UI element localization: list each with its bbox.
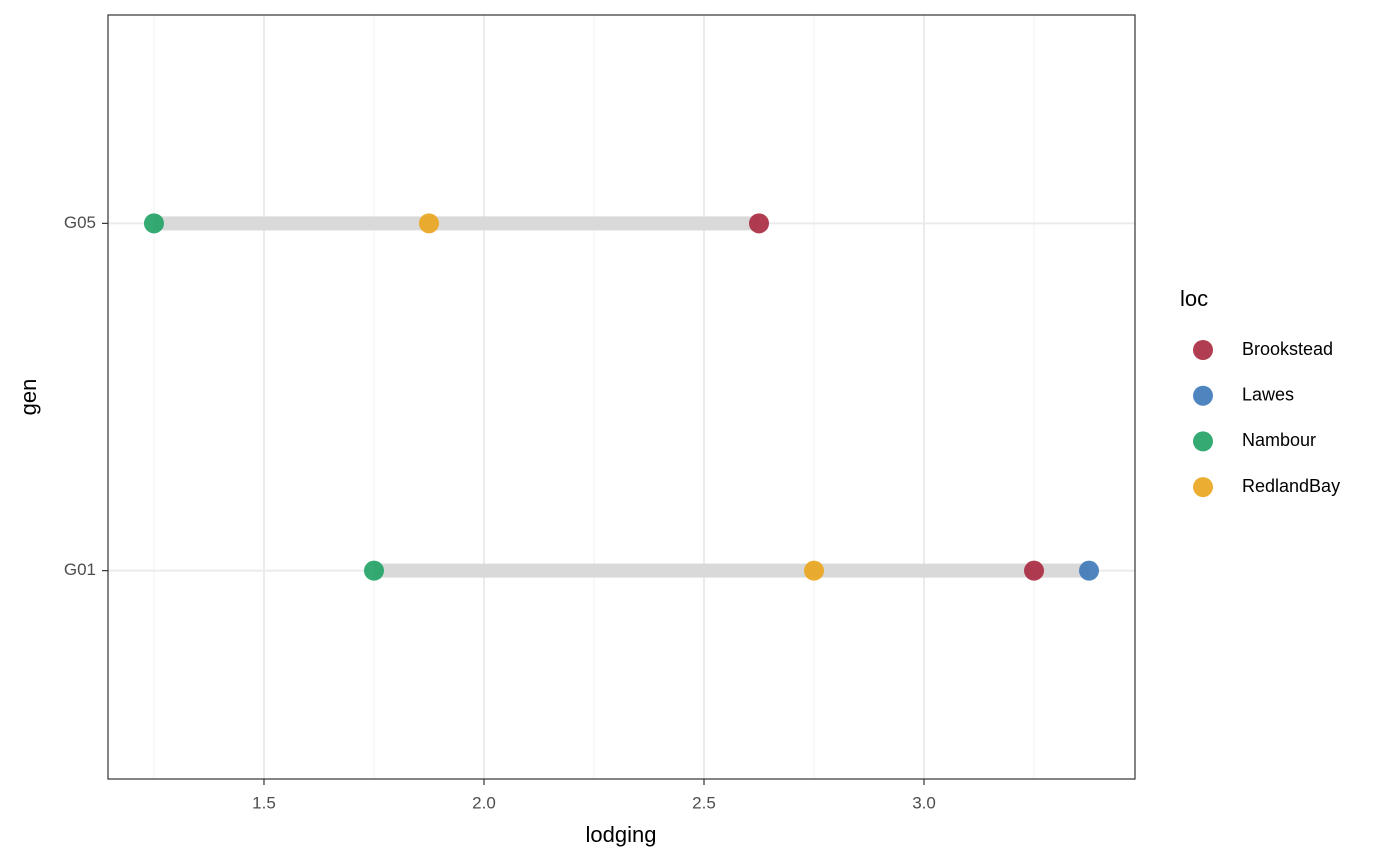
legend-marker [1193, 431, 1213, 452]
y-axis-title: gen [16, 379, 41, 416]
legend-marker [1193, 340, 1213, 360]
point [418, 213, 439, 234]
x-axis-title: lodging [586, 822, 657, 847]
legend-label: Nambour [1242, 430, 1316, 450]
legend-marker [1193, 385, 1213, 406]
point [1024, 560, 1045, 581]
legend-label: RedlandBay [1242, 476, 1340, 496]
point [1079, 560, 1100, 581]
point [804, 560, 825, 581]
point [143, 213, 164, 234]
x-tick-label: 1.5 [252, 793, 276, 812]
panel-border [107, 14, 1136, 780]
x-tick-label: 2.0 [472, 793, 496, 812]
legend-label: Lawes [1242, 384, 1294, 404]
legend-marker [1193, 477, 1213, 498]
legend-label: Brookstead [1242, 339, 1333, 359]
y-tick-label: G01 [64, 560, 96, 579]
point [363, 560, 384, 581]
y-tick-label: G05 [64, 213, 96, 232]
x-tick-label: 3.0 [912, 793, 936, 812]
legend-title: loc [1180, 286, 1208, 311]
x-tick-label: 2.5 [692, 793, 716, 812]
point [749, 213, 770, 234]
